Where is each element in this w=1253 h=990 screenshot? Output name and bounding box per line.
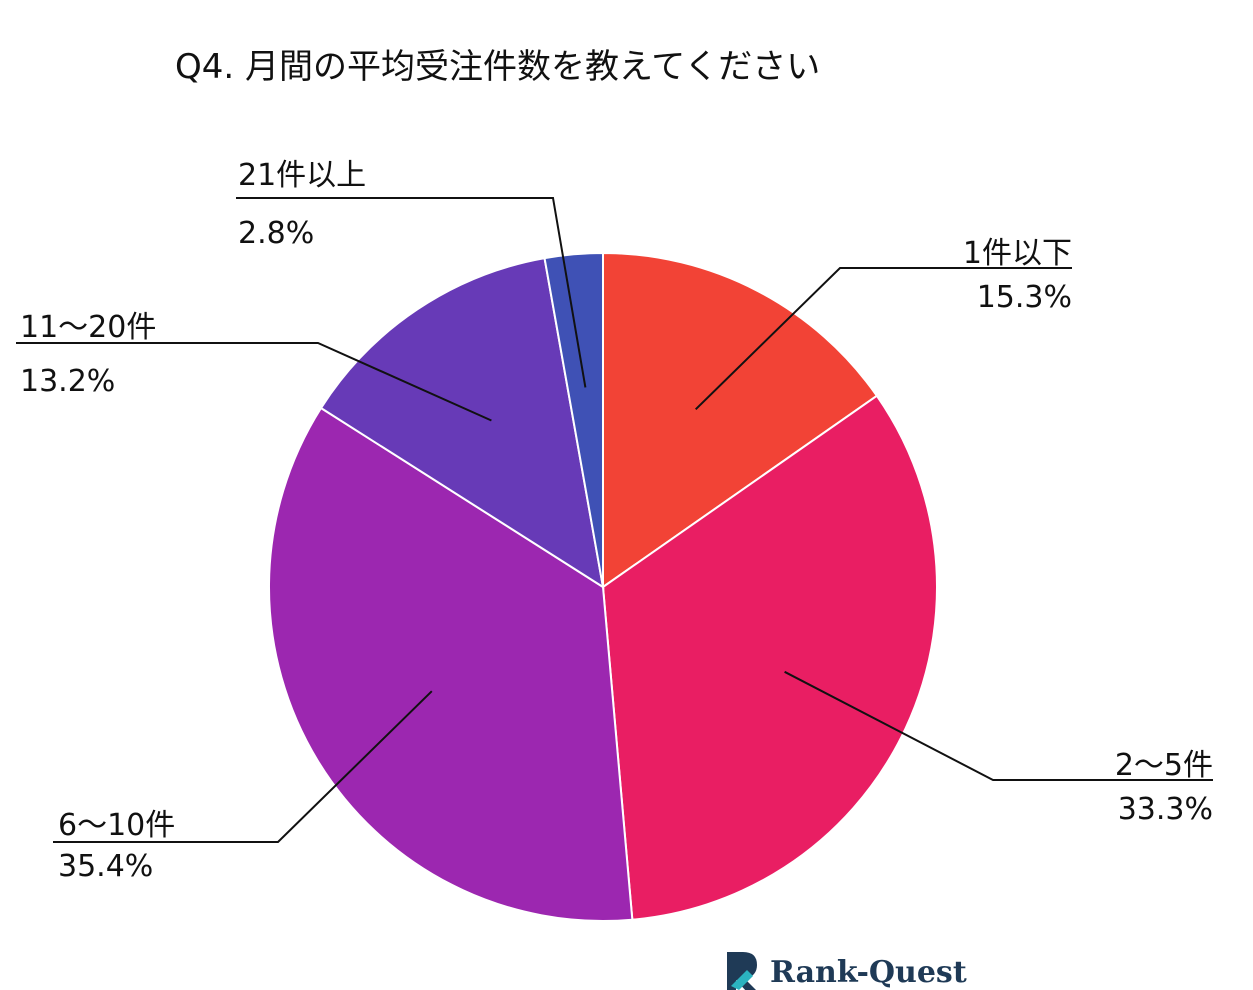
- slice-label-3: 6〜10件: [58, 808, 175, 843]
- pie-slices: [268, 251, 938, 923]
- pie-slice-5: [543, 251, 604, 588]
- leader-lines: [16, 197, 1213, 843]
- leader-line-1: [695, 267, 1072, 411]
- pie-slice-3: [268, 406, 634, 923]
- leader-line-2: [784, 670, 1213, 781]
- leader-line-5: [236, 197, 587, 388]
- chart-title: Q4. 月間の平均受注件数を教えてください: [175, 47, 820, 87]
- slice-label-1: 1件以下: [963, 236, 1072, 271]
- slice-labels: 1件以下 15.3% 2〜5件 33.3% 6〜10件 35.4% 11〜20件 13.2% 2…: [20, 158, 1213, 884]
- pie-slice-2: [601, 394, 938, 921]
- slice-value-3: 35.4%: [58, 849, 153, 884]
- logo-r-shape: [727, 952, 757, 990]
- slice-value-5: 2.8%: [238, 216, 314, 251]
- slice-value-2: 33.3%: [1118, 792, 1213, 827]
- slice-value-4: 13.2%: [20, 364, 115, 399]
- leader-line-3: [53, 690, 433, 843]
- rank-quest-logo-icon: [727, 952, 757, 990]
- slice-value-1: 15.3%: [977, 280, 1072, 315]
- brand-name: Rank-Quest: [770, 955, 967, 990]
- slice-label-2: 2〜5件: [1115, 748, 1213, 783]
- pie-slice-1: [602, 251, 879, 589]
- slice-label-4: 11〜20件: [20, 310, 156, 345]
- brand-logo: Rank-Quest: [727, 952, 967, 990]
- logo-accent-shape: [731, 970, 753, 990]
- slice-label-5: 21件以上: [238, 158, 366, 193]
- pie-slice-4: [319, 257, 605, 590]
- leader-line-4: [16, 342, 492, 422]
